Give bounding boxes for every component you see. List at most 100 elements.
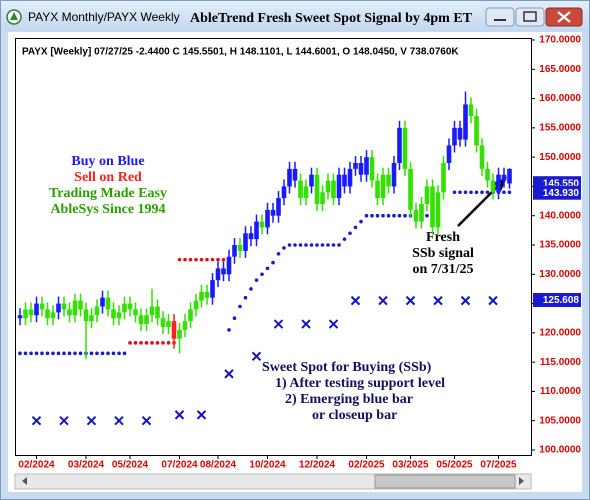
bar-body [17, 315, 23, 319]
support-dot [144, 341, 149, 345]
plot-area [15, 38, 532, 456]
x-marker [86, 416, 97, 426]
bar-body [72, 300, 78, 316]
bar-body [281, 186, 287, 199]
bar-body [56, 303, 61, 313]
bar-body [501, 174, 507, 181]
x-tick-label: 03/2024 [68, 460, 105, 471]
bar-body [270, 209, 276, 216]
support-dot [188, 257, 193, 262]
x-marker [59, 416, 69, 426]
x-tick-label: 08/2024 [200, 460, 237, 471]
support-dot [364, 213, 369, 218]
maximize-button[interactable] [515, 7, 545, 27]
support-dot [480, 190, 484, 195]
y-tick-label: 115.0000 [540, 357, 582, 368]
bar-body [474, 116, 479, 146]
bar-body [364, 157, 369, 175]
support-dot [282, 246, 286, 250]
bar-body [83, 309, 89, 322]
bar-body [232, 245, 237, 257]
ssb-annotation: 1) After testing support level [275, 376, 445, 391]
support-dot [18, 351, 22, 356]
bar-body [182, 321, 188, 330]
support-dot [249, 287, 253, 291]
minimize-button[interactable] [485, 7, 515, 27]
price-tag-label: 125.608 [543, 295, 580, 306]
bar-body [210, 280, 215, 298]
support-dot [469, 190, 473, 195]
bar-body [446, 145, 452, 163]
support-dot [73, 351, 77, 356]
support-dot [474, 190, 479, 195]
bar-body [149, 306, 155, 316]
y-tick-label: 130.0000 [539, 269, 581, 280]
fresh-annotation: on 7/31/25 [412, 262, 473, 277]
bar-body [320, 192, 325, 204]
bar-body [45, 309, 50, 319]
bar-body [94, 306, 100, 316]
bar-body [353, 163, 358, 169]
bar-body [298, 180, 303, 199]
x-tick-label: 07/2025 [480, 460, 517, 471]
y-tick-label: 150.0000 [539, 152, 581, 163]
bar-body [116, 312, 122, 319]
bar-body [479, 145, 485, 169]
bar-body [199, 291, 204, 301]
x-marker [433, 295, 443, 306]
y-tick-label: 120.0000 [539, 327, 581, 338]
price-tag-label: 145.550 [543, 178, 580, 189]
fresh-annotation: Fresh [426, 230, 460, 245]
support-dot [326, 243, 330, 247]
support-dot [78, 351, 83, 356]
bar-body [430, 186, 435, 228]
bar-body [435, 192, 441, 228]
bar-body [408, 168, 413, 210]
support-dot [260, 272, 264, 277]
bar-body [144, 315, 149, 325]
bar-body [490, 180, 496, 193]
x-tick-label: 02/2025 [348, 460, 385, 471]
support-dot [359, 219, 363, 224]
support-dot [386, 213, 391, 218]
support-dot [375, 213, 380, 218]
x-marker [328, 319, 339, 329]
support-dot [161, 341, 165, 345]
ssb-annotation: Sweet Spot for Buying (SSb) [262, 360, 432, 375]
x-marker [224, 369, 234, 379]
support-dot [122, 351, 127, 356]
scrollbar[interactable] [14, 473, 532, 490]
bar-body [336, 174, 342, 199]
support-dot [337, 243, 341, 247]
support-dot [320, 243, 325, 247]
support-dot [370, 213, 374, 218]
support-dot [353, 225, 358, 230]
bar-body [226, 256, 232, 275]
support-dot [238, 304, 242, 309]
bar-body [369, 157, 375, 181]
bar-body [78, 300, 83, 310]
y-tick-label: 140.0000 [539, 210, 581, 221]
support-dot [34, 351, 39, 356]
support-dot [254, 278, 259, 282]
bar-body [303, 186, 309, 199]
bar-body [457, 127, 463, 140]
bar-body [111, 309, 116, 319]
x-marker [31, 416, 42, 426]
bar-body [127, 303, 133, 310]
support-dot [89, 351, 94, 356]
x-marker [174, 410, 185, 420]
x-marker [460, 295, 471, 306]
support-dot [95, 351, 99, 356]
support-dot [106, 351, 110, 356]
support-dot [194, 257, 198, 262]
bar-body [193, 300, 199, 310]
bar-body [413, 209, 419, 222]
bar-body [331, 180, 336, 199]
x-marker [350, 295, 361, 306]
support-dot [425, 213, 429, 218]
close-button[interactable] [545, 7, 583, 27]
support-dot [463, 190, 468, 195]
